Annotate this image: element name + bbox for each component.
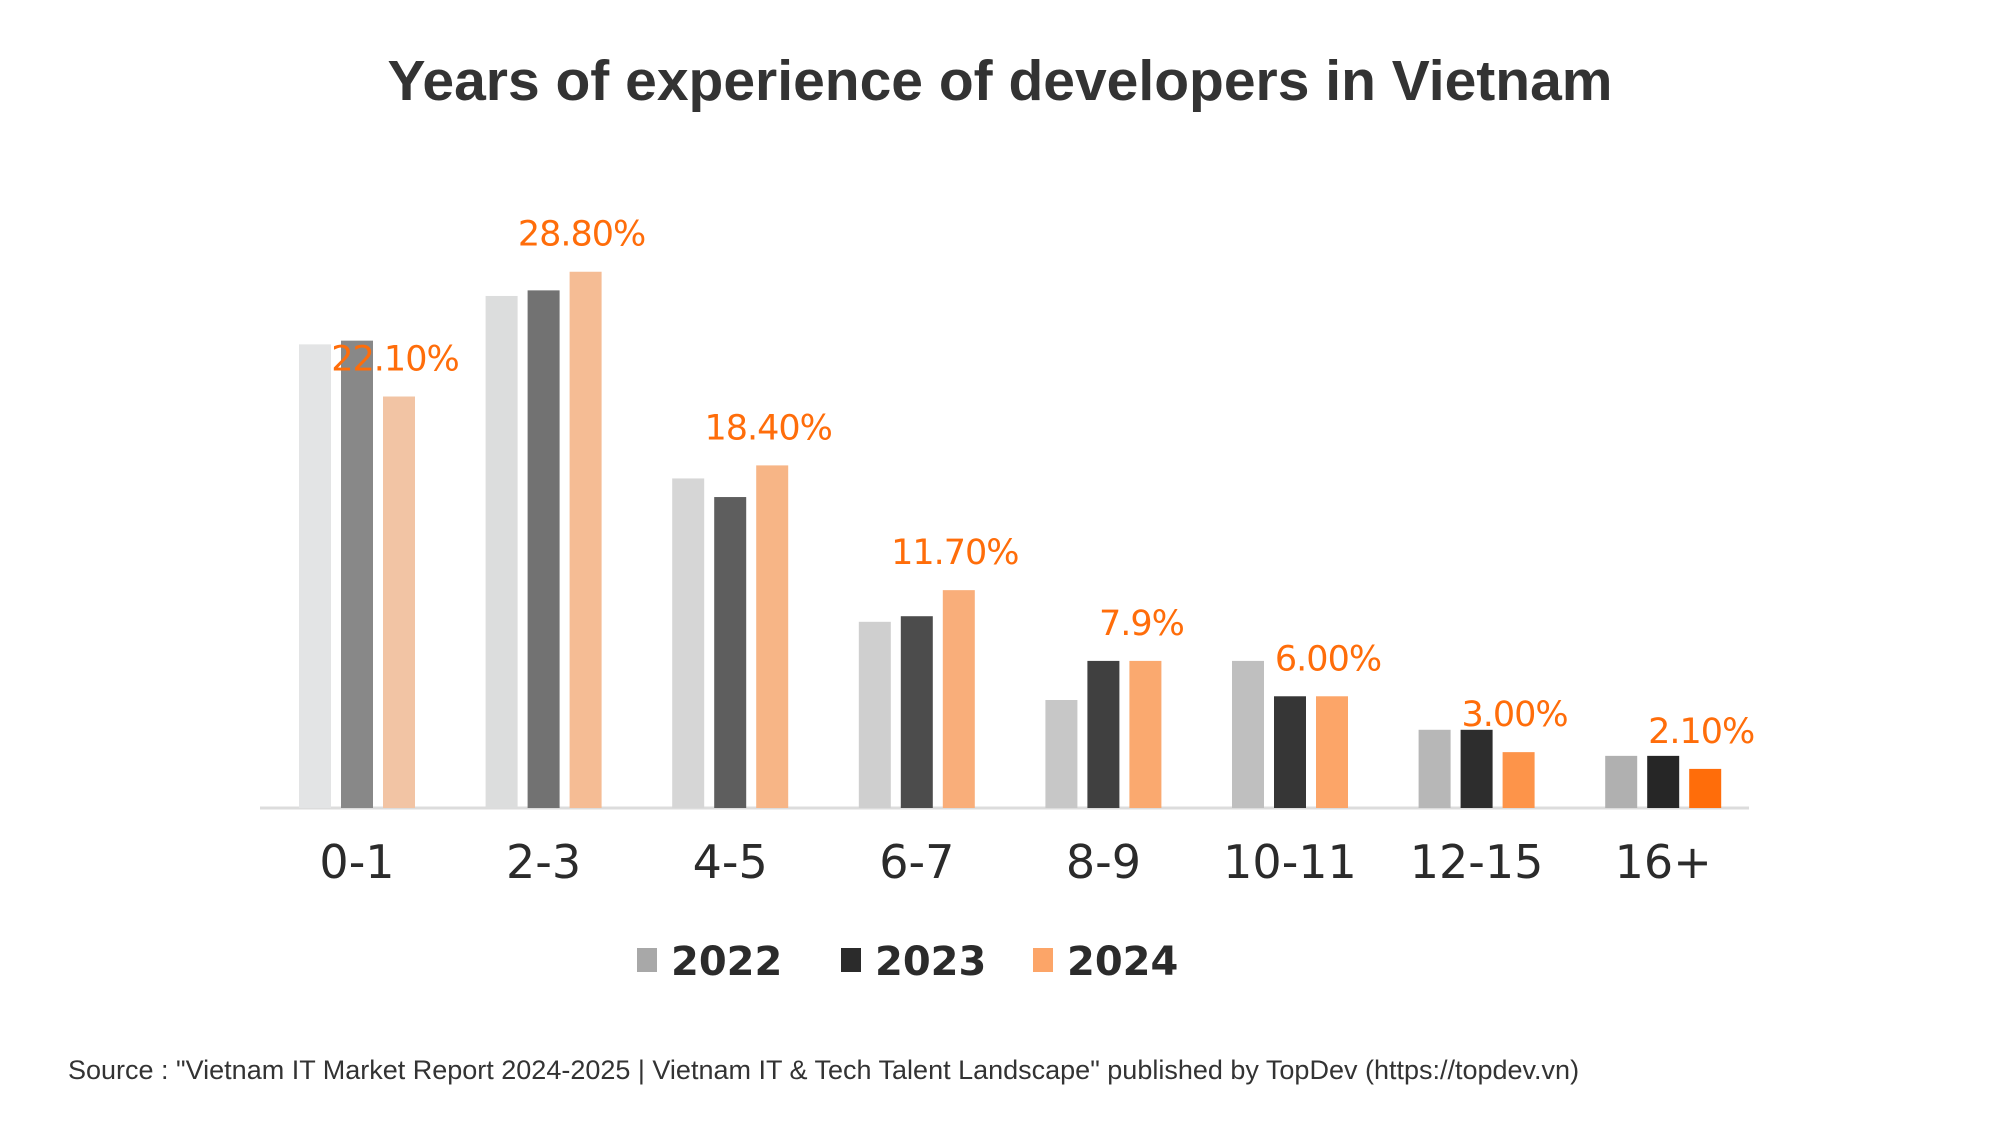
- x-tick-label: 6-7: [879, 835, 954, 889]
- x-tick-label: 2-3: [506, 835, 581, 889]
- data-label: 3.00%: [1462, 695, 1568, 735]
- bar-2022-10-11: [1232, 660, 1264, 808]
- x-tick-label: 4-5: [693, 835, 768, 889]
- legend-label-2023: 2023: [875, 939, 986, 985]
- data-label: 2.10%: [1648, 712, 1754, 752]
- bar-2022-6-7: [858, 621, 891, 808]
- bar-2023-6-7: [900, 616, 933, 808]
- bar-2023-2-3: [527, 290, 560, 808]
- bar-2023-0-1: [341, 340, 373, 808]
- data-label: 6.00%: [1275, 639, 1381, 679]
- bar-2023-8-9: [1087, 660, 1120, 808]
- bar-2022-8-9: [1045, 700, 1078, 808]
- bar-2023-10-11: [1274, 696, 1306, 808]
- bar-2022-12-15: [1418, 729, 1451, 808]
- bar-2022-4-5: [672, 478, 705, 808]
- legend: 2022 2023 2024: [637, 939, 1178, 985]
- data-label: 22.10%: [331, 339, 458, 379]
- legend-label-2024: 2024: [1067, 939, 1178, 985]
- x-tick-label: 8-9: [1066, 835, 1141, 889]
- data-label: 7.9%: [1099, 604, 1184, 644]
- bar-2023-12-15: [1460, 729, 1493, 808]
- bar-2024-4-5: [756, 465, 789, 808]
- legend-swatch-2023: [841, 948, 861, 972]
- x-tick-label: 10-11: [1223, 835, 1357, 889]
- data-label: 11.70%: [891, 533, 1018, 573]
- bar-2024-16+: [1689, 768, 1722, 808]
- legend-swatch-2022: [637, 948, 657, 972]
- bar-2023-4-5: [714, 497, 747, 808]
- bar-2024-0-1: [383, 396, 415, 808]
- legend-label-2022: 2022: [671, 939, 782, 985]
- source-note: Source : "Vietnam IT Market Report 2024-…: [68, 1055, 1580, 1085]
- bar-2023-16+: [1647, 755, 1680, 808]
- bar-2024-10-11: [1316, 696, 1348, 808]
- data-label: 18.40%: [704, 408, 831, 448]
- bar-2022-16+: [1605, 755, 1638, 808]
- chart-title: Years of experience of developers in Vie…: [387, 49, 1613, 113]
- bar-2024-2-3: [569, 271, 602, 808]
- bar-2022-2-3: [485, 295, 518, 808]
- x-tick-label: 16+: [1615, 835, 1712, 889]
- bar-2024-8-9: [1129, 660, 1162, 808]
- x-tick-label: 0-1: [319, 835, 394, 889]
- x-tick-label: 12-15: [1410, 835, 1544, 889]
- bar-2024-12-15: [1502, 752, 1535, 808]
- bar-2024-6-7: [942, 590, 975, 808]
- legend-swatch-2024: [1033, 948, 1053, 972]
- data-label: 28.80%: [518, 215, 645, 255]
- bar-2022-0-1: [299, 344, 331, 808]
